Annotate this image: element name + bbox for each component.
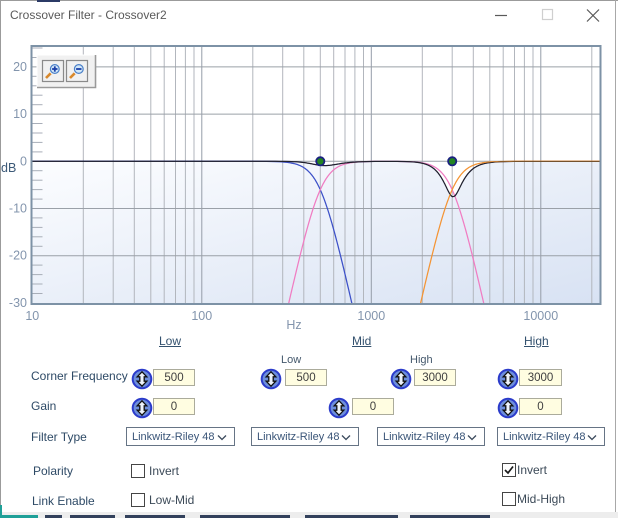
svg-text:10: 10 [25,309,39,323]
svg-text:20: 20 [13,60,27,74]
svg-text:100: 100 [191,309,212,323]
svg-text:10: 10 [13,107,27,121]
svg-text:1000: 1000 [357,309,385,323]
svg-text:-10: -10 [9,202,27,216]
svg-text:-20: -20 [9,249,27,263]
svg-text:Hz: Hz [286,318,301,332]
svg-text:0: 0 [20,154,27,168]
svg-text:dB: dB [1,161,16,175]
svg-text:10000: 10000 [523,309,558,323]
svg-text:-30: -30 [9,296,27,310]
